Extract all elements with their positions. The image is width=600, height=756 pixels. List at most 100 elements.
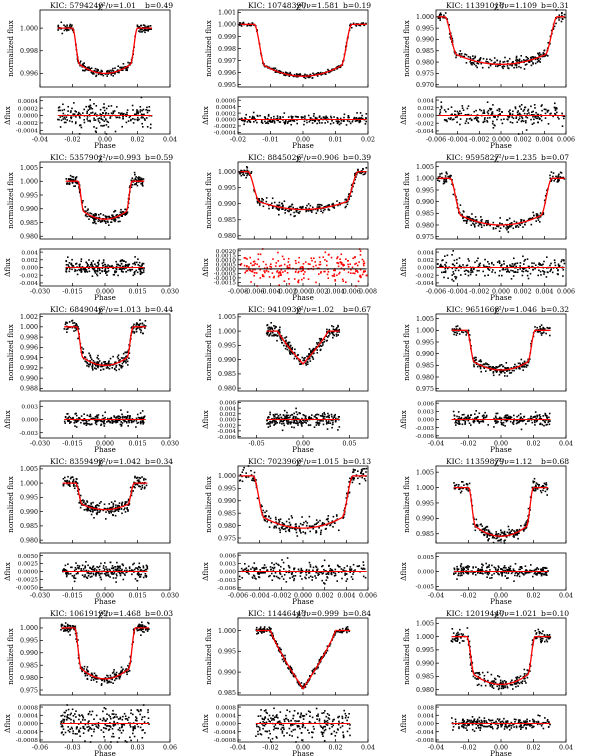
flux-point	[355, 173, 358, 176]
residual-point	[146, 117, 148, 119]
residual-point	[521, 116, 523, 118]
residual-point	[280, 420, 283, 422]
residual-point	[326, 428, 329, 430]
residual-point	[270, 117, 272, 119]
flux-point	[262, 199, 264, 201]
flux-point	[438, 17, 441, 19]
bottom-ytick-label: 0.0000	[216, 118, 237, 124]
flux-point	[489, 368, 491, 371]
residual-point	[522, 120, 525, 123]
residual-point	[81, 266, 84, 268]
flux-point	[527, 218, 530, 220]
residual-point	[244, 271, 246, 274]
top-axes-frame	[435, 9, 567, 88]
residual-point	[63, 116, 66, 119]
residual-point	[523, 267, 526, 269]
flux-point	[518, 222, 521, 225]
flux-point	[515, 367, 518, 370]
flux-point	[121, 512, 123, 515]
flux-point	[499, 370, 501, 373]
residual-point	[114, 270, 116, 272]
residual-point	[284, 415, 286, 418]
flux-point	[348, 193, 350, 195]
flux-point	[65, 480, 67, 482]
flux-point	[274, 67, 277, 70]
residual-point	[67, 256, 69, 258]
residual-point	[356, 269, 358, 272]
residual-point	[492, 104, 494, 106]
residual-point	[293, 426, 295, 429]
residual-point	[478, 264, 481, 267]
residual-point	[277, 119, 279, 121]
residual-point	[484, 258, 486, 261]
residual-point	[277, 415, 280, 417]
residual-point	[294, 260, 297, 262]
residual-point	[550, 268, 552, 270]
flux-point	[134, 475, 136, 478]
flux-point	[71, 476, 74, 478]
residual-point	[93, 103, 95, 105]
residual-point	[357, 280, 360, 283]
residual-point	[264, 116, 266, 119]
flux-point	[481, 66, 484, 69]
flux-point	[321, 211, 324, 214]
residual-point	[64, 422, 66, 424]
residual-point	[324, 270, 326, 273]
flux-point	[132, 325, 135, 327]
top-ytick-label: 0.996	[20, 71, 38, 78]
flux-point	[141, 31, 143, 33]
residual-point	[481, 420, 483, 423]
residual-point	[242, 119, 245, 122]
residual-data-points	[63, 409, 146, 428]
flux-point	[79, 506, 82, 509]
flux-point	[114, 73, 116, 75]
flux-point	[288, 346, 291, 348]
residual-point	[470, 268, 473, 270]
flux-point	[437, 179, 439, 181]
flux-point	[332, 328, 335, 330]
residual-point	[354, 120, 357, 122]
xtick-label: 0.02	[361, 137, 375, 144]
flux-point	[522, 362, 524, 364]
residual-point	[308, 416, 310, 419]
flux-point	[544, 55, 547, 57]
residual-point	[283, 417, 285, 420]
flux-point	[472, 58, 474, 60]
residual-point	[458, 257, 461, 259]
residual-point	[314, 261, 316, 263]
residual-point	[536, 113, 539, 116]
flux-point	[518, 65, 520, 68]
flux-point	[483, 224, 485, 227]
residual-point	[322, 116, 325, 118]
flux-point	[506, 375, 509, 377]
residual-point	[122, 416, 124, 419]
bottom-ytick-label: 0.006	[417, 401, 434, 407]
residual-point	[558, 264, 561, 267]
flux-point	[301, 356, 304, 359]
flux-point	[295, 211, 298, 213]
flux-point	[290, 209, 293, 211]
flux-point	[502, 61, 504, 63]
residual-point	[531, 421, 534, 424]
residual-point	[74, 425, 76, 427]
flux-point	[141, 181, 144, 183]
flux-point	[95, 70, 97, 73]
residual-point	[305, 422, 307, 424]
residual-point	[77, 111, 80, 114]
flux-point	[514, 363, 516, 366]
residual-point	[342, 120, 345, 122]
residual-point	[454, 269, 457, 272]
residual-point	[256, 263, 258, 266]
residual-point	[337, 265, 340, 268]
residual-point	[492, 120, 494, 123]
flux-point	[278, 204, 281, 207]
flux-point	[318, 203, 320, 206]
flux-point	[337, 334, 339, 336]
residual-point	[71, 268, 73, 271]
residual-point	[466, 118, 468, 120]
residual-point	[283, 112, 286, 114]
residual-point	[239, 264, 242, 266]
flux-point	[130, 179, 133, 182]
flux-point	[280, 71, 283, 73]
flux-point	[126, 508, 128, 510]
